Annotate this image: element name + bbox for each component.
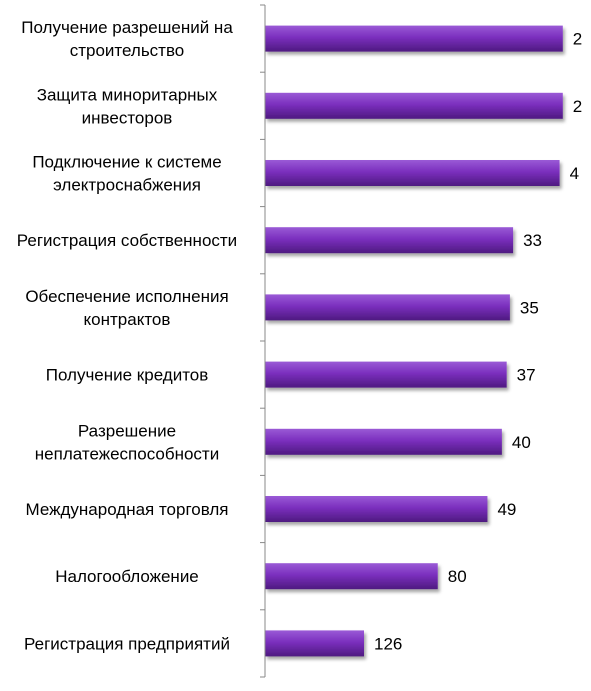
bar: [265, 227, 514, 254]
bar: [265, 428, 502, 455]
category-label: Обеспечение исполнения контрактов: [25, 287, 228, 329]
data-label: 35: [520, 298, 539, 317]
data-labels: 2 2 4 33 35 37 40 49 80 126: [374, 30, 582, 654]
bar: [265, 630, 364, 657]
data-label: 49: [497, 500, 516, 519]
category-label: Защита миноритарных инвесторов: [37, 85, 218, 127]
data-label: 37: [517, 366, 536, 385]
data-label: 2: [573, 97, 582, 116]
category-label: Регистрация собственности: [17, 231, 237, 250]
category-labels: Получение разрешений на строительство Защи…: [17, 18, 237, 653]
bar: [265, 160, 560, 186]
bar: [265, 25, 563, 52]
bar: [265, 92, 563, 119]
bars-layer: [265, 25, 563, 657]
category-label: Получение разрешений на строительство: [21, 18, 233, 60]
bar: [265, 563, 438, 590]
category-label: Получение кредитов: [46, 366, 209, 385]
category-label: Налогообложение: [55, 567, 199, 586]
bar: [265, 361, 507, 388]
category-label: Подключение к системе электроснабжения: [32, 153, 221, 195]
data-label: 40: [512, 433, 531, 452]
data-label: 126: [374, 634, 402, 653]
category-label: Регистрация предприятий: [24, 634, 230, 653]
category-label: Разрешение неплатежеспособности: [35, 421, 219, 463]
data-label: 80: [448, 567, 467, 586]
data-label: 4: [570, 164, 579, 183]
bar: [265, 496, 488, 522]
data-label: 2: [573, 30, 582, 49]
category-axis: [260, 4, 266, 678]
bar: [265, 294, 510, 321]
data-label: 33: [523, 231, 542, 250]
category-label: Международная торговля: [25, 500, 228, 519]
